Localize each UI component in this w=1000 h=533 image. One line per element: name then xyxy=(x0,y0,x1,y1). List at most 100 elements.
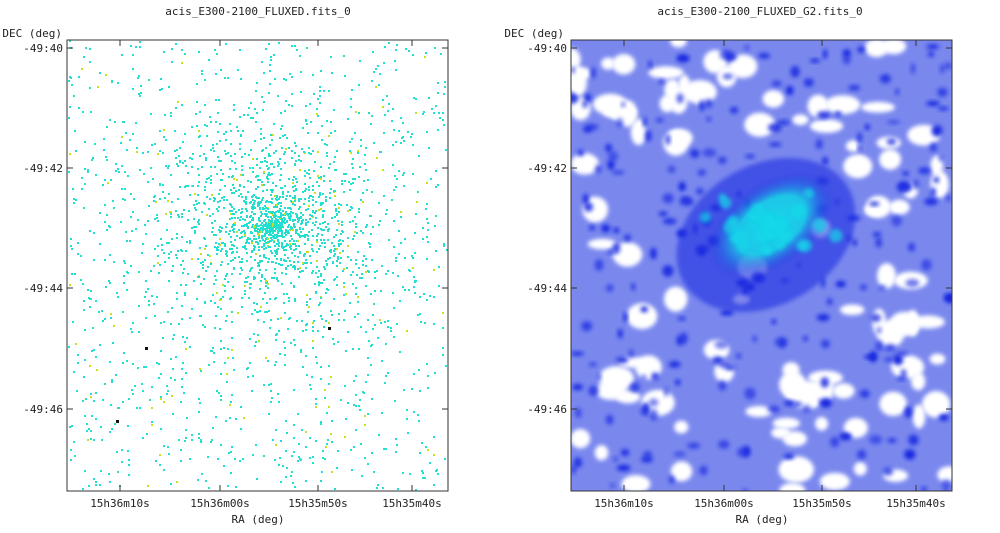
image-pixel xyxy=(210,166,212,168)
right-plot-image[interactable] xyxy=(558,35,1000,498)
image-pixel xyxy=(336,265,338,267)
image-pixel xyxy=(259,255,261,257)
image-pixel xyxy=(351,138,353,140)
image-pixel xyxy=(367,319,369,321)
image-pixel xyxy=(268,234,270,236)
image-pixel xyxy=(423,111,425,113)
image-pixel xyxy=(210,121,212,123)
hot-pixel xyxy=(145,347,148,350)
image-pixel xyxy=(276,204,278,206)
signal-blob xyxy=(815,138,823,150)
image-pixel xyxy=(390,327,392,329)
image-pixel xyxy=(363,392,365,394)
image-pixel xyxy=(256,478,258,480)
image-pixel xyxy=(314,161,316,163)
image-pixel xyxy=(184,440,186,442)
image-pixel xyxy=(254,345,256,347)
image-pixel xyxy=(286,195,288,197)
signal-blob xyxy=(628,349,635,358)
image-pixel xyxy=(196,83,198,85)
image-pixel xyxy=(359,60,361,62)
image-pixel xyxy=(344,310,346,312)
image-pixel xyxy=(271,218,273,220)
image-pixel xyxy=(392,144,394,146)
image-pixel xyxy=(220,230,222,232)
image-pixel xyxy=(298,219,300,221)
image-pixel xyxy=(234,217,236,219)
signal-blob xyxy=(577,149,584,157)
image-pixel xyxy=(353,235,355,237)
image-pixel xyxy=(400,242,402,244)
image-pixel xyxy=(367,374,369,376)
image-pixel xyxy=(319,102,321,104)
image-pixel xyxy=(218,206,220,208)
image-pixel xyxy=(210,175,212,177)
image-pixel xyxy=(317,276,319,278)
image-pixel xyxy=(207,254,209,256)
image-pixel xyxy=(88,428,90,430)
image-pixel xyxy=(445,149,447,151)
image-pixel xyxy=(298,155,300,157)
image-pixel xyxy=(204,248,206,250)
image-pixel xyxy=(443,93,445,95)
image-pixel xyxy=(407,432,409,434)
image-pixel xyxy=(130,193,132,195)
image-pixel xyxy=(418,369,420,371)
image-pixel xyxy=(224,245,226,247)
image-pixel xyxy=(331,441,333,443)
image-pixel xyxy=(395,49,397,51)
image-pixel xyxy=(170,358,172,360)
signal-blob xyxy=(835,280,846,288)
image-pixel xyxy=(227,357,229,359)
image-pixel xyxy=(315,217,317,219)
image-pixel xyxy=(245,242,247,244)
image-pixel xyxy=(435,215,437,217)
image-pixel xyxy=(380,290,382,292)
image-pixel xyxy=(252,375,254,377)
left-plot-image[interactable] xyxy=(67,40,448,491)
image-pixel xyxy=(286,220,288,222)
image-pixel xyxy=(211,194,213,196)
image-pixel xyxy=(223,347,225,349)
image-pixel xyxy=(329,192,331,194)
image-pixel xyxy=(196,203,198,205)
image-pixel xyxy=(160,373,162,375)
image-pixel xyxy=(244,290,246,292)
image-pixel xyxy=(396,44,398,46)
image-pixel xyxy=(307,311,309,313)
image-pixel xyxy=(286,293,288,295)
image-pixel xyxy=(333,245,335,247)
image-pixel xyxy=(111,381,113,383)
image-pixel xyxy=(257,186,259,188)
image-pixel xyxy=(248,242,250,244)
image-pixel xyxy=(260,215,262,217)
image-pixel xyxy=(376,157,378,159)
image-pixel xyxy=(137,367,139,369)
image-pixel xyxy=(159,150,161,152)
image-pixel xyxy=(71,248,73,250)
low-signal-patch xyxy=(571,428,591,449)
image-pixel xyxy=(320,297,322,299)
image-pixel xyxy=(184,160,186,162)
image-pixel xyxy=(314,192,316,194)
image-pixel xyxy=(269,83,271,85)
image-pixel xyxy=(357,251,359,253)
signal-blob xyxy=(743,445,750,457)
image-pixel xyxy=(233,104,235,106)
image-pixel xyxy=(284,254,286,256)
image-pixel xyxy=(264,228,266,230)
low-signal-patch xyxy=(877,263,897,289)
image-pixel xyxy=(297,460,299,462)
image-pixel xyxy=(285,476,287,478)
image-pixel xyxy=(205,159,207,161)
image-pixel xyxy=(433,454,435,456)
signal-blob xyxy=(679,197,694,207)
image-pixel xyxy=(252,171,254,173)
image-pixel xyxy=(214,302,216,304)
image-pixel xyxy=(220,69,222,71)
image-pixel xyxy=(356,274,358,276)
image-pixel xyxy=(77,242,79,244)
signal-blob xyxy=(586,123,599,131)
image-pixel xyxy=(273,123,275,125)
image-pixel xyxy=(349,189,351,191)
